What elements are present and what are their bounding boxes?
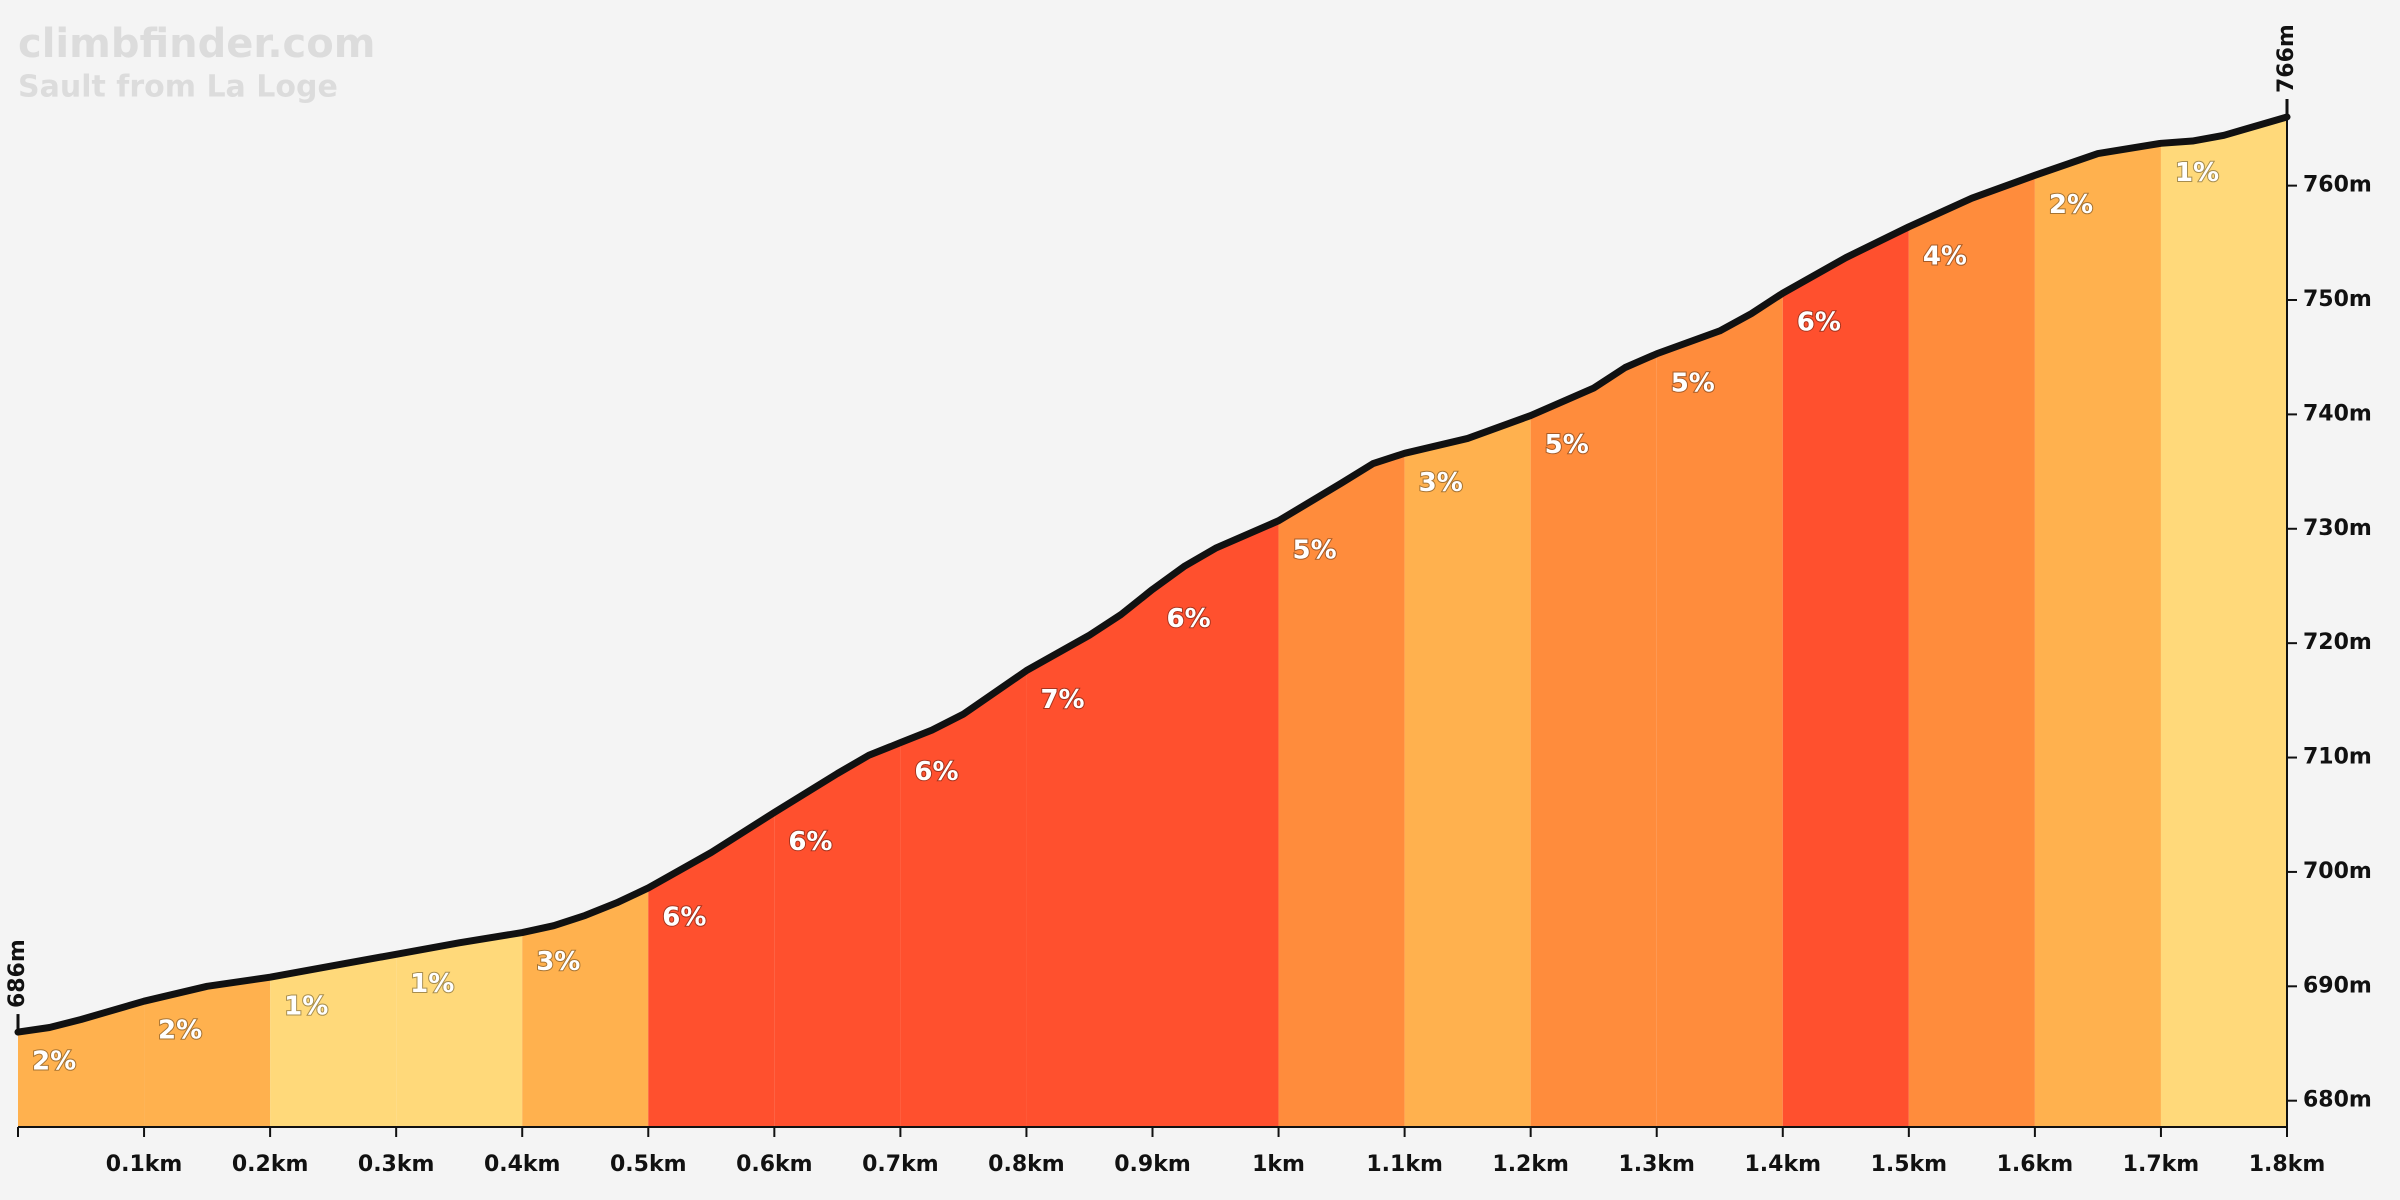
- gradient-label: 2%: [32, 1047, 76, 1077]
- gradient-segment: [1404, 415, 1531, 1127]
- start-label: 686m: [5, 939, 30, 1008]
- x-tick-label: 0.9km: [1114, 1152, 1191, 1177]
- gradient-label: 6%: [914, 757, 958, 787]
- gradient-segment: [648, 812, 775, 1127]
- gradient-label: 3%: [536, 947, 580, 977]
- x-tick-label: 1.2km: [1492, 1152, 1569, 1177]
- y-tick-label: 700m: [2303, 859, 2372, 884]
- x-tick-label: 0.3km: [358, 1152, 435, 1177]
- y-tick-label: 720m: [2303, 630, 2372, 655]
- x-tick-label: 1.6km: [1997, 1152, 2074, 1177]
- gradient-label: 6%: [788, 827, 832, 857]
- y-tick-label: 750m: [2303, 287, 2372, 312]
- profile-line: [14, 113, 2291, 1036]
- x-tick-label: 1.1km: [1366, 1152, 1443, 1177]
- gradient-label: 1%: [410, 969, 454, 999]
- x-tick-label: 1.7km: [2123, 1152, 2200, 1177]
- gradient-label: 4%: [1923, 241, 1967, 271]
- gradient-label: 7%: [1040, 685, 1084, 715]
- gradient-label: 5%: [1545, 430, 1589, 460]
- gradient-segment: [2034, 143, 2161, 1127]
- gradient-label: 2%: [158, 1016, 202, 1046]
- y-tick-label: 760m: [2303, 173, 2372, 198]
- gradient-label: 6%: [1797, 308, 1841, 338]
- gradient-segment: [774, 742, 901, 1127]
- y-tick-label: 740m: [2303, 401, 2372, 426]
- gradient-segment: [18, 1001, 145, 1127]
- chart-subtitle: Sault from La Loge: [18, 70, 338, 105]
- gradient-segment: [270, 954, 397, 1127]
- y-tick-label: 710m: [2303, 745, 2372, 770]
- gradient-segment: [1656, 293, 1783, 1127]
- y-tick-label: 690m: [2303, 973, 2372, 998]
- gradient-segment: [1782, 226, 1909, 1127]
- gradient-segment: [1530, 353, 1657, 1128]
- gradient-segment: [144, 977, 271, 1127]
- gradient-segment: [1278, 453, 1405, 1127]
- x-tick-label: 1.8km: [2249, 1152, 2326, 1177]
- chart-title: climbfinder.com: [18, 21, 375, 67]
- gradient-segment: [900, 670, 1027, 1127]
- gradient-label: 5%: [1293, 535, 1337, 565]
- gradient-segment: [1026, 589, 1153, 1127]
- gradient-segment: [1152, 520, 1279, 1127]
- x-tick-label: 0.2km: [232, 1152, 309, 1177]
- y-tick-label: 730m: [2303, 516, 2372, 541]
- x-tick-label: 1.5km: [1871, 1152, 1948, 1177]
- gradient-label: 6%: [1167, 604, 1211, 634]
- x-tick-label: 1km: [1252, 1152, 1305, 1177]
- gradient-label: 2%: [2049, 190, 2093, 220]
- x-tick-label: 1.3km: [1618, 1152, 1695, 1177]
- gradient-label: 5%: [1671, 368, 1715, 398]
- gradient-segment: [2160, 117, 2287, 1127]
- end-label: 766m: [2274, 24, 2299, 93]
- gradient-label: 1%: [284, 992, 328, 1022]
- gradient-segment: [1908, 175, 2035, 1128]
- gradient-segment: [396, 932, 523, 1127]
- gradient-label: 1%: [2175, 158, 2219, 188]
- x-tick-label: 0.6km: [736, 1152, 813, 1177]
- gradient-label: 6%: [662, 902, 706, 932]
- x-tick-label: 1.4km: [1745, 1152, 1822, 1177]
- x-tick-label: 0.4km: [484, 1152, 561, 1177]
- y-tick-label: 680m: [2303, 1088, 2372, 1113]
- x-tick-label: 0.8km: [988, 1152, 1065, 1177]
- gradient-label: 3%: [1419, 468, 1463, 498]
- x-tick-label: 0.7km: [862, 1152, 939, 1177]
- gradient-segment: [522, 887, 649, 1127]
- x-tick-label: 0.1km: [106, 1152, 183, 1177]
- x-tick-label: 0.5km: [610, 1152, 687, 1177]
